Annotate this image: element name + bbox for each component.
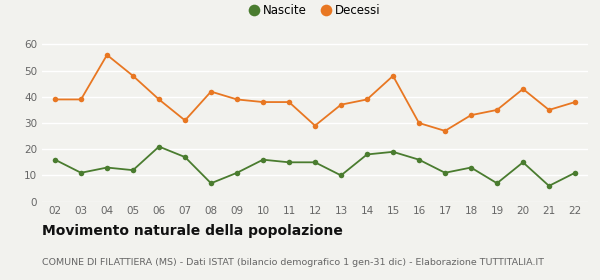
Text: Movimento naturale della popolazione: Movimento naturale della popolazione bbox=[42, 224, 343, 238]
Text: COMUNE DI FILATTIERA (MS) - Dati ISTAT (bilancio demografico 1 gen-31 dic) - Ela: COMUNE DI FILATTIERA (MS) - Dati ISTAT (… bbox=[42, 258, 544, 267]
Legend: Nascite, Decessi: Nascite, Decessi bbox=[244, 0, 386, 22]
